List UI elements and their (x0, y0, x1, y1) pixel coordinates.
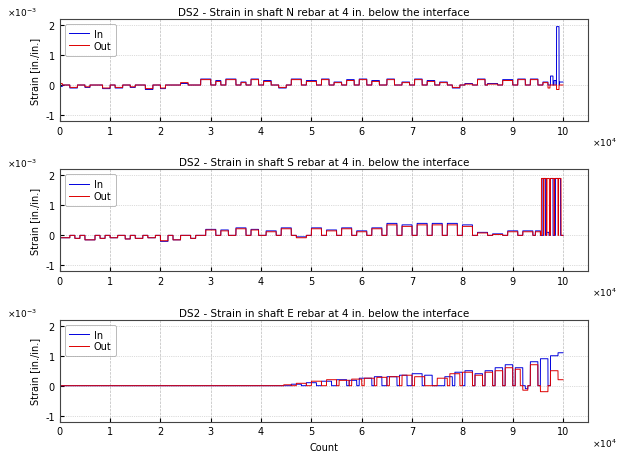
Line: In: In (60, 28, 563, 90)
In (117, 383, 125, 389)
Out (117, 233, 125, 239)
Out (527, 362, 534, 368)
Out (117, 85, 125, 91)
Line: Out: Out (60, 80, 563, 90)
Title: DS2 - Strain in shaft N rebar at 4 in. below the interface: DS2 - Strain in shaft N rebar at 4 in. b… (178, 8, 470, 18)
Out (321, 233, 329, 239)
In (512, 83, 519, 89)
Out (538, 176, 545, 182)
Out (321, 383, 329, 389)
Out (56, 235, 64, 241)
Legend: In, Out: In, Out (64, 325, 116, 357)
Out (376, 375, 384, 380)
In (522, 386, 529, 392)
Out (67, 233, 75, 239)
Y-axis label: Strain [in./in.]: Strain [in./in.] (30, 37, 40, 104)
Out (559, 83, 567, 89)
Out (56, 383, 64, 389)
Text: $\times10^{-3}$: $\times10^{-3}$ (7, 7, 37, 19)
In (67, 233, 75, 239)
Out (67, 383, 75, 389)
In (376, 226, 384, 231)
Out (157, 239, 164, 244)
Y-axis label: Strain [in./in.]: Strain [in./in.] (30, 187, 40, 254)
Out (512, 367, 519, 372)
In (553, 25, 560, 30)
Title: DS2 - Strain in shaft E rebar at 4 in. below the interface: DS2 - Strain in shaft E rebar at 4 in. b… (179, 308, 469, 318)
In (535, 229, 542, 234)
Out (559, 377, 567, 383)
Y-axis label: Strain [in./in.]: Strain [in./in.] (30, 337, 40, 404)
In (535, 83, 542, 89)
Line: Out: Out (60, 179, 563, 241)
In (67, 383, 75, 389)
In (117, 233, 125, 239)
In (512, 365, 519, 371)
In (117, 86, 125, 91)
In (142, 88, 149, 93)
Out (512, 230, 519, 235)
Legend: In, Out: In, Out (64, 175, 116, 207)
Out (197, 78, 205, 83)
Out (376, 226, 384, 232)
In (67, 86, 75, 91)
In (56, 84, 64, 90)
In (535, 383, 542, 389)
Out (117, 383, 125, 389)
Line: Out: Out (60, 365, 563, 392)
In (512, 229, 519, 234)
Out (535, 383, 542, 389)
In (376, 374, 384, 380)
Out (56, 82, 64, 87)
Out (559, 233, 567, 239)
Out (535, 230, 542, 235)
In (559, 80, 567, 85)
In (559, 350, 567, 356)
Text: $\times10^4$: $\times10^4$ (592, 286, 617, 299)
In (539, 176, 547, 182)
Title: DS2 - Strain in shaft S rebar at 4 in. below the interface: DS2 - Strain in shaft S rebar at 4 in. b… (178, 158, 469, 168)
Out (376, 83, 384, 89)
Text: $\times10^4$: $\times10^4$ (592, 136, 617, 149)
Line: In: In (60, 353, 563, 389)
In (321, 77, 329, 83)
In (157, 239, 164, 245)
In (554, 350, 562, 356)
Out (535, 83, 542, 89)
In (56, 383, 64, 389)
X-axis label: Count: Count (310, 442, 338, 452)
In (321, 233, 329, 239)
Out (321, 78, 329, 83)
Legend: In, Out: In, Out (64, 25, 116, 56)
In (56, 235, 64, 241)
Text: $\times10^{-3}$: $\times10^{-3}$ (7, 157, 37, 169)
In (559, 233, 567, 239)
Line: In: In (60, 179, 563, 242)
Text: $\times10^{-3}$: $\times10^{-3}$ (7, 307, 37, 319)
Out (553, 88, 560, 93)
Text: $\times10^4$: $\times10^4$ (592, 437, 617, 448)
Out (512, 83, 519, 89)
Out (67, 85, 75, 91)
In (376, 83, 384, 89)
In (321, 379, 329, 384)
Out (537, 389, 544, 395)
